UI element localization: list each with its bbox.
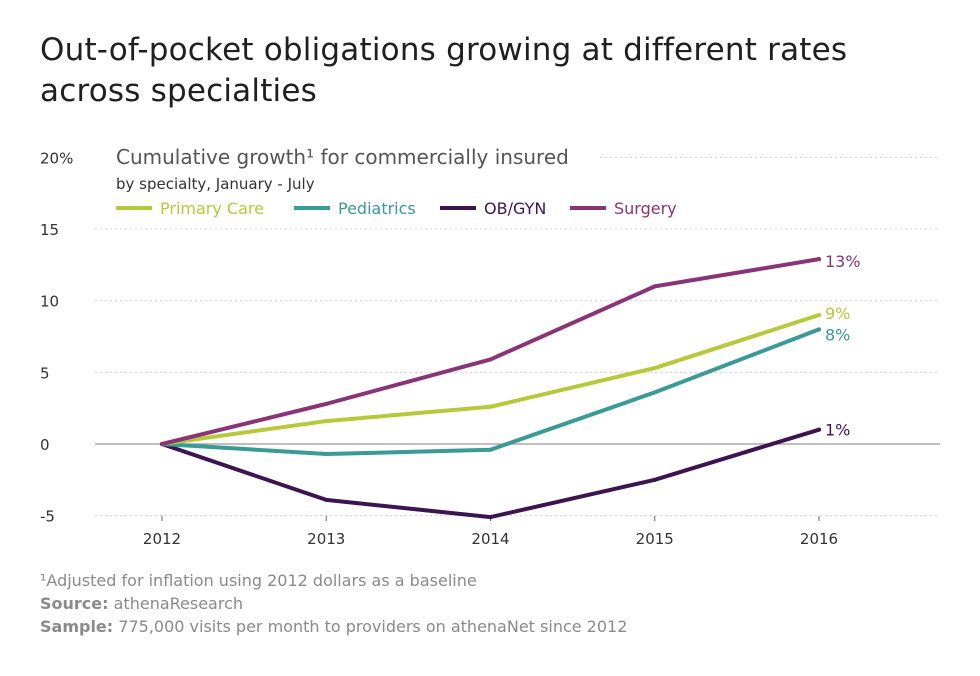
source-label: Source: xyxy=(40,594,109,613)
legend-label: Surgery xyxy=(614,199,677,218)
source-value: athenaResearch xyxy=(113,594,244,613)
data-point xyxy=(324,497,329,502)
footnote: ¹Adjusted for inflation using 2012 dolla… xyxy=(40,571,477,590)
chart-subtitle: Cumulative growth¹ for commercially insu… xyxy=(116,145,569,169)
data-point xyxy=(817,427,821,432)
data-point xyxy=(160,442,164,446)
end-label: 9% xyxy=(825,304,850,323)
data-point xyxy=(652,284,657,289)
y-tick-label: 10 xyxy=(40,293,59,311)
y-tick-label: 5 xyxy=(40,364,50,382)
axes: 20% 15 10 5 0 -5 2012 2013 2014 2015 2016 xyxy=(40,149,940,548)
sample-line: Sample: 775,000 visits per month to prov… xyxy=(40,617,627,636)
data-point xyxy=(488,357,493,362)
series xyxy=(160,257,821,520)
x-tick-label: 2012 xyxy=(143,530,181,548)
x-tick-label: 2014 xyxy=(471,530,509,548)
data-point xyxy=(652,390,657,395)
legend-label: OB/GYN xyxy=(484,199,546,218)
page-title: Out-of-pocket obligations growing at dif… xyxy=(40,32,848,109)
y-tick-label: 20% xyxy=(40,149,73,167)
data-point xyxy=(817,313,821,318)
source-line: Source: athenaResearch xyxy=(40,594,243,613)
data-point xyxy=(324,419,329,424)
data-point xyxy=(488,404,493,409)
end-label: 8% xyxy=(825,325,850,344)
legend-label: Pediatrics xyxy=(338,199,416,218)
data-point xyxy=(324,452,329,457)
chart-subtitle-secondary: by specialty, January - July xyxy=(116,175,315,193)
x-tick-label: 2016 xyxy=(800,530,838,548)
y-tick-label: -5 xyxy=(40,508,55,526)
legend: Primary Care Pediatrics OB/GYN Surgery xyxy=(116,199,677,218)
data-point xyxy=(652,366,657,371)
sample-label: Sample: xyxy=(40,617,114,636)
data-point xyxy=(817,257,821,262)
sample-value: 775,000 visits per month to providers on… xyxy=(118,617,628,636)
data-point xyxy=(488,447,493,452)
data-point xyxy=(324,401,329,406)
legend-label: Primary Care xyxy=(160,199,264,218)
series-line xyxy=(160,257,821,446)
gridlines xyxy=(95,156,940,517)
end-label: 13% xyxy=(825,252,861,271)
series-line xyxy=(160,313,821,446)
data-point xyxy=(488,515,493,520)
y-tick-label: 0 xyxy=(40,436,50,454)
x-tick-label: 2015 xyxy=(636,530,674,548)
end-label: 1% xyxy=(825,421,850,440)
data-point xyxy=(817,327,821,332)
x-tick-label: 2013 xyxy=(307,530,345,548)
series-line xyxy=(160,427,821,520)
data-point xyxy=(652,477,657,482)
y-tick-label: 15 xyxy=(40,221,59,239)
end-labels: 9% 8% 1% 13% xyxy=(825,252,861,440)
